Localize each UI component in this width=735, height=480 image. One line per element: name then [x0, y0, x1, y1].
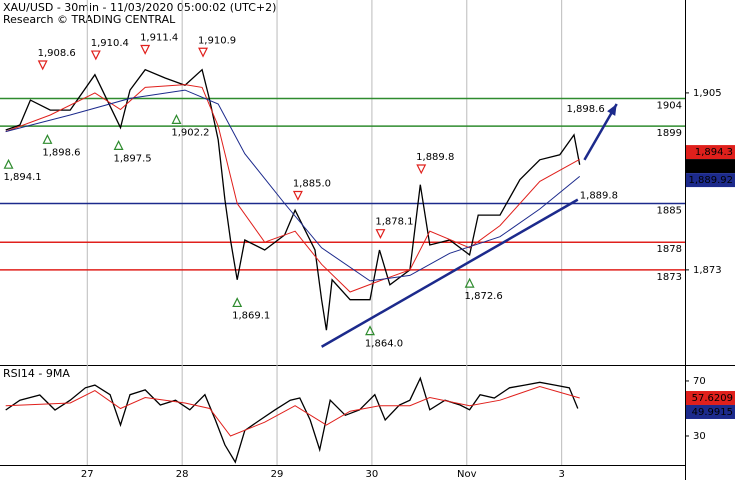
pivot-label: 1,872.6 [465, 291, 503, 302]
pivot-label: 1,894.1 [3, 172, 41, 183]
price-box [686, 145, 735, 160]
series-line [5, 385, 580, 437]
x-tick-label: 29 [271, 469, 284, 480]
price-box-label: 1,894.3 [695, 147, 733, 158]
series-line [5, 89, 581, 282]
high-marker [292, 190, 303, 201]
pivot-label: 1,869.1 [232, 310, 270, 321]
low-marker [3, 158, 14, 169]
x-tick-label: 30 [366, 469, 379, 480]
price-box-label: 49.9915 [692, 407, 733, 418]
pivot-label: 1,864.0 [365, 339, 403, 350]
pivot-label: 1,911.4 [140, 33, 178, 44]
arrow-label: 1,898.6 [567, 104, 605, 115]
y-tick-label: 1,905 [693, 88, 722, 99]
x-tick-label: 3 [558, 469, 564, 480]
series-line [5, 376, 579, 464]
trend-line [321, 198, 579, 348]
high-marker [198, 47, 209, 58]
price-box-label: 1,892.96 [688, 161, 733, 172]
pivot-label: 1,878.1 [375, 217, 413, 228]
price-box [686, 159, 735, 174]
pivot-label: 1,910.4 [91, 38, 129, 49]
high-marker [37, 60, 48, 71]
pivot-label: 1,889.8 [416, 152, 454, 163]
price-box [686, 390, 735, 405]
y-tick-label: 1,873 [693, 265, 722, 276]
level-label: 1904 [657, 100, 682, 111]
high-marker [90, 50, 101, 61]
price-box-label: 1,889.92 [688, 175, 733, 186]
level-label: 1878 [657, 244, 682, 255]
low-marker [171, 114, 182, 124]
arrow-head [607, 103, 617, 116]
level-label: 1899 [657, 128, 682, 139]
x-tick-label: 27 [81, 469, 94, 480]
chart-title: XAU/USD - 30min - 11/03/2020 05:00:02 (U… [3, 1, 276, 14]
series-line [5, 84, 580, 293]
pivot-label: 1,897.5 [114, 153, 152, 164]
rsi-title: RSI14 - 9MA [3, 367, 70, 380]
price-box-label: 57.6209 [692, 393, 733, 404]
pivot-label: 1,885.0 [293, 179, 331, 190]
level-label: 1885 [657, 206, 682, 217]
level-label: 1873 [657, 272, 682, 283]
pivot-label: 1,908.6 [38, 48, 76, 59]
high-marker [140, 44, 151, 55]
trend-label: 1,889.8 [580, 191, 618, 202]
pivot-label: 1,910.9 [198, 35, 236, 46]
high-marker [375, 229, 386, 240]
low-marker [113, 140, 124, 150]
x-tick-label: 28 [176, 469, 189, 480]
high-marker [416, 164, 427, 175]
x-tick-label: Nov [457, 469, 477, 480]
low-marker [42, 133, 53, 144]
low-marker [464, 277, 475, 288]
y-tick-label: 30 [693, 431, 706, 442]
y-tick-label: 70 [693, 376, 706, 387]
low-marker [232, 297, 243, 308]
price-box [686, 173, 735, 188]
pivot-label: 1,902.2 [171, 127, 209, 138]
low-marker [365, 325, 375, 336]
price-box [686, 404, 735, 419]
pivot-label: 1,898.6 [42, 147, 80, 158]
chart-subtitle: Research © TRADING CENTRAL [3, 13, 176, 26]
series-line [5, 68, 581, 331]
